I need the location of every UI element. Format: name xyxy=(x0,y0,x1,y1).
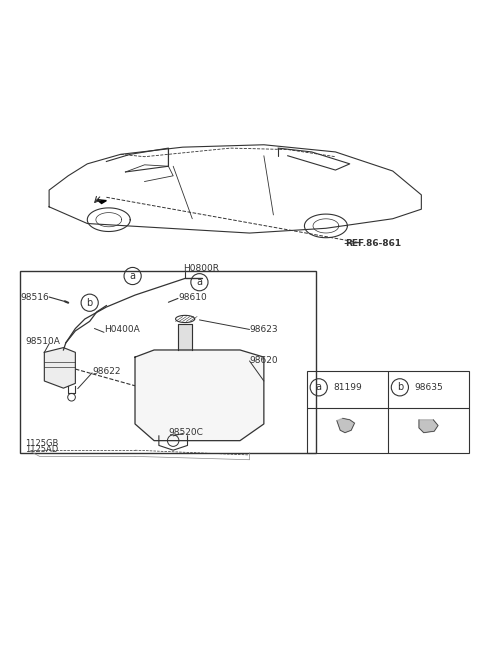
Polygon shape xyxy=(178,324,192,350)
Text: 98623: 98623 xyxy=(250,325,278,334)
Text: a: a xyxy=(196,277,203,287)
Polygon shape xyxy=(97,200,107,204)
Text: 98516: 98516 xyxy=(21,292,49,302)
Text: H0800R: H0800R xyxy=(183,264,219,273)
Bar xyxy=(21,271,316,453)
Text: 1125GB: 1125GB xyxy=(25,438,59,447)
Polygon shape xyxy=(135,350,264,441)
Polygon shape xyxy=(337,419,355,433)
Text: H0400A: H0400A xyxy=(104,325,140,334)
Text: 1125AD: 1125AD xyxy=(25,445,59,454)
Text: 98622: 98622 xyxy=(92,367,120,376)
Text: 98620: 98620 xyxy=(250,357,278,365)
Text: b: b xyxy=(86,298,93,307)
Text: a: a xyxy=(130,271,136,281)
Text: a: a xyxy=(316,382,322,392)
Text: 81199: 81199 xyxy=(333,383,362,392)
Polygon shape xyxy=(44,348,75,388)
Text: 98610: 98610 xyxy=(178,292,207,302)
Text: REF.86-861: REF.86-861 xyxy=(345,239,401,248)
Bar xyxy=(307,371,469,453)
Text: 98510A: 98510A xyxy=(25,337,60,346)
Polygon shape xyxy=(419,420,438,433)
Text: 98635: 98635 xyxy=(414,383,443,392)
Text: b: b xyxy=(397,382,403,392)
Text: 98520C: 98520C xyxy=(168,428,204,437)
